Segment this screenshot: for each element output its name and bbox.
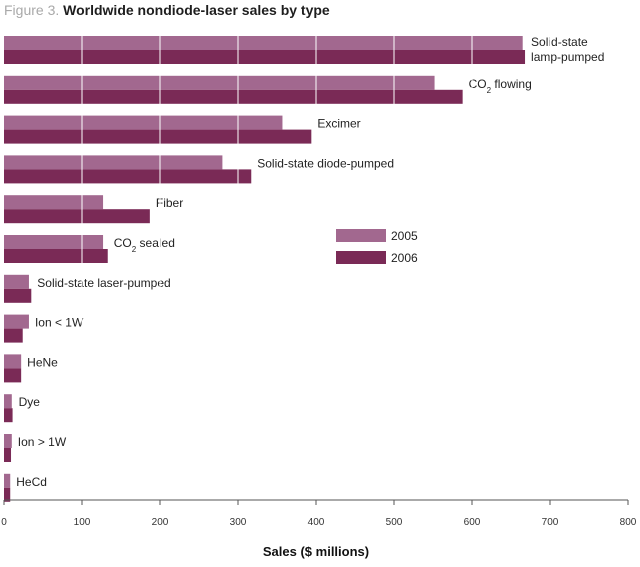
bar-2006	[4, 288, 32, 303]
category-label: HeCd	[16, 475, 47, 489]
bar-2006	[4, 129, 312, 144]
bar-2005	[4, 235, 104, 249]
bar-2006	[4, 249, 108, 263]
x-axis-title: Sales ($ millions)	[263, 544, 369, 559]
category-label: lamp-pumped	[531, 50, 604, 64]
bar-2006	[4, 487, 11, 502]
category-label: Fiber	[156, 196, 183, 210]
bar-2006	[4, 50, 526, 64]
category-label: Solid-state laser-pumped	[37, 276, 170, 290]
x-tick-label: 500	[386, 517, 403, 528]
x-tick-label: 400	[308, 517, 325, 528]
bar-2005	[4, 354, 22, 369]
legend-label-2005: 2005	[391, 229, 418, 243]
x-tick-label: 200	[152, 517, 169, 528]
category-label: CO2 sealed	[114, 236, 175, 254]
x-tick-label: 800	[620, 517, 637, 528]
category-label: Excimer	[317, 117, 360, 131]
bar-2005	[4, 434, 12, 448]
bar-2006	[4, 169, 252, 184]
category-label: Solid-state	[531, 35, 588, 49]
bar-2005	[4, 314, 29, 329]
chart-title: Figure 3. Worldwide nondiode-laser sales…	[4, 2, 330, 18]
x-tick-label: 600	[464, 517, 481, 528]
category-label: Dye	[19, 395, 41, 409]
bar-2006	[4, 209, 150, 224]
x-tick-label: 0	[1, 517, 7, 528]
bar-2005	[4, 274, 29, 289]
legend-swatch-2006	[336, 251, 386, 264]
bar-2006	[4, 368, 22, 383]
title-text: Worldwide nondiode-laser sales by type	[63, 2, 330, 18]
bar-2005	[4, 115, 283, 130]
legend-label-2006: 2006	[391, 251, 418, 265]
category-label: Ion < 1W	[35, 316, 84, 330]
bar-2005	[4, 394, 12, 409]
x-tick-label: 300	[230, 517, 247, 528]
bar-2006	[4, 89, 463, 104]
category-label: HeNe	[27, 355, 58, 369]
figure-label: Figure 3.	[4, 2, 60, 18]
legend-swatch-2005	[336, 229, 386, 242]
bar-2005	[4, 473, 11, 488]
bar-2005	[4, 36, 523, 50]
bar-2006	[4, 448, 12, 462]
bar-2005	[4, 195, 104, 210]
category-label: Ion > 1W	[18, 435, 67, 449]
bar-2006	[4, 328, 23, 343]
bar-2005	[4, 155, 223, 170]
x-tick-label: 100	[74, 517, 91, 528]
category-label: CO2 flowing	[469, 77, 532, 95]
bar-2005	[4, 75, 435, 90]
category-label: Solid-state diode-pumped	[257, 156, 394, 170]
bar-2006	[4, 408, 13, 423]
x-tick-label: 700	[542, 517, 559, 528]
